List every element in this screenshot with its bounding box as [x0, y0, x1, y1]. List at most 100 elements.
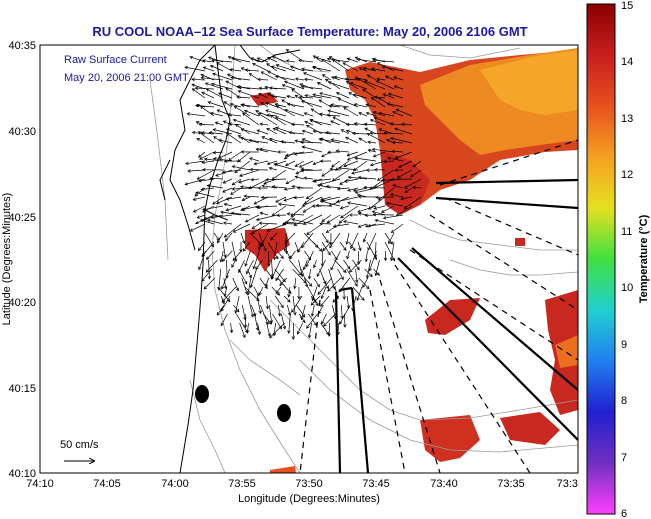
current-vector — [354, 157, 377, 162]
current-vector-head — [389, 241, 393, 245]
current-vector — [386, 202, 404, 207]
current-vector-head — [364, 213, 368, 218]
current-vector-head — [301, 138, 306, 142]
current-vector-head — [250, 57, 254, 61]
y-tick-label: 40:15 — [8, 383, 36, 395]
current-vector — [353, 160, 368, 171]
current-vector-head — [252, 265, 256, 270]
current-vector — [231, 212, 251, 216]
current-vector — [311, 108, 323, 117]
current-vector — [336, 92, 350, 99]
current-vector-head — [265, 109, 269, 113]
current-vector-head — [386, 139, 390, 143]
current-vector — [250, 57, 260, 63]
current-vector — [224, 223, 242, 238]
current-vector — [268, 250, 270, 267]
current-vector — [317, 82, 332, 90]
current-vector-head — [222, 180, 227, 184]
current-vector-head — [343, 247, 347, 251]
current-vector-head — [332, 116, 336, 120]
current-vector-head — [240, 67, 245, 71]
current-vector — [207, 185, 224, 189]
current-vector-head — [392, 184, 396, 188]
current-vector-head — [276, 292, 280, 296]
current-vector — [326, 223, 341, 233]
current-vector-head — [321, 154, 325, 158]
current-vector-head — [212, 150, 217, 155]
current-vector — [375, 219, 395, 225]
current-vector-head — [265, 321, 269, 325]
current-vector — [320, 196, 332, 201]
current-vector — [201, 268, 212, 282]
current-vector — [346, 81, 359, 90]
current-vector-head — [320, 295, 325, 300]
current-vector — [265, 178, 287, 181]
current-vector — [261, 136, 278, 144]
current-vector-head — [372, 154, 377, 158]
current-vector-head — [245, 270, 249, 275]
current-vector-head — [302, 221, 307, 225]
current-vector — [275, 75, 296, 81]
current-vector-head — [269, 334, 273, 339]
current-vector-head — [200, 73, 204, 78]
current-vector — [346, 250, 350, 259]
current-vector-head — [275, 277, 279, 282]
current-vector-head — [258, 310, 262, 315]
current-vector — [212, 73, 233, 81]
current-vector — [396, 205, 413, 217]
current-vector-head — [365, 285, 370, 290]
current-vector — [256, 295, 262, 314]
current-vector — [304, 250, 311, 261]
current-vector — [321, 241, 331, 256]
current-vector-head — [277, 313, 282, 317]
current-vector — [283, 196, 296, 202]
current-vector — [357, 205, 377, 213]
current-vector — [272, 56, 287, 63]
current-vector — [266, 223, 287, 232]
current-vector — [304, 112, 314, 117]
current-vector — [377, 78, 386, 81]
current-vector-head — [265, 101, 269, 106]
current-vector — [218, 151, 233, 159]
current-vector — [327, 110, 350, 117]
current-vector-head — [352, 247, 356, 252]
current-vector-head — [280, 140, 284, 144]
current-vector-head — [357, 209, 361, 213]
current-vector — [291, 88, 305, 99]
current-vector-head — [339, 321, 343, 325]
current-vector-head — [306, 231, 310, 235]
current-vector-head — [285, 49, 290, 53]
current-vector-head — [260, 71, 265, 75]
current-vector — [397, 169, 413, 179]
current-vector — [230, 77, 251, 81]
current-vector-head — [327, 109, 331, 113]
current-vector-head — [319, 112, 323, 116]
current-vector-head — [257, 247, 261, 251]
current-vector-head — [289, 256, 293, 260]
current-vector — [343, 107, 359, 117]
current-vector — [209, 132, 224, 135]
current-vector — [270, 95, 287, 99]
current-vector-head — [268, 166, 273, 171]
x-axis-label: Longitude (Degrees:Minutes) — [238, 493, 380, 505]
current-vector-head — [398, 164, 402, 168]
current-vector-head — [220, 210, 224, 215]
current-vector — [393, 76, 404, 81]
survey-lines-solid — [334, 178, 578, 473]
current-vector-head — [239, 249, 243, 253]
current-vector-head — [319, 92, 323, 96]
current-vector-head — [258, 221, 263, 225]
current-vector-head — [308, 283, 313, 287]
current-vector — [232, 178, 242, 186]
current-vector — [331, 76, 341, 81]
current-vector — [332, 59, 350, 72]
map-title: RU COOL NOAA–12 Sea Surface Temperature:… — [92, 24, 528, 39]
current-vector-head — [343, 107, 347, 111]
current-vector-head — [386, 201, 390, 206]
current-vector — [216, 304, 225, 316]
current-vector-head — [194, 103, 199, 108]
current-vector — [320, 137, 332, 144]
current-vector-head — [380, 178, 385, 182]
current-vector-head — [290, 122, 295, 127]
current-vector — [257, 322, 261, 335]
